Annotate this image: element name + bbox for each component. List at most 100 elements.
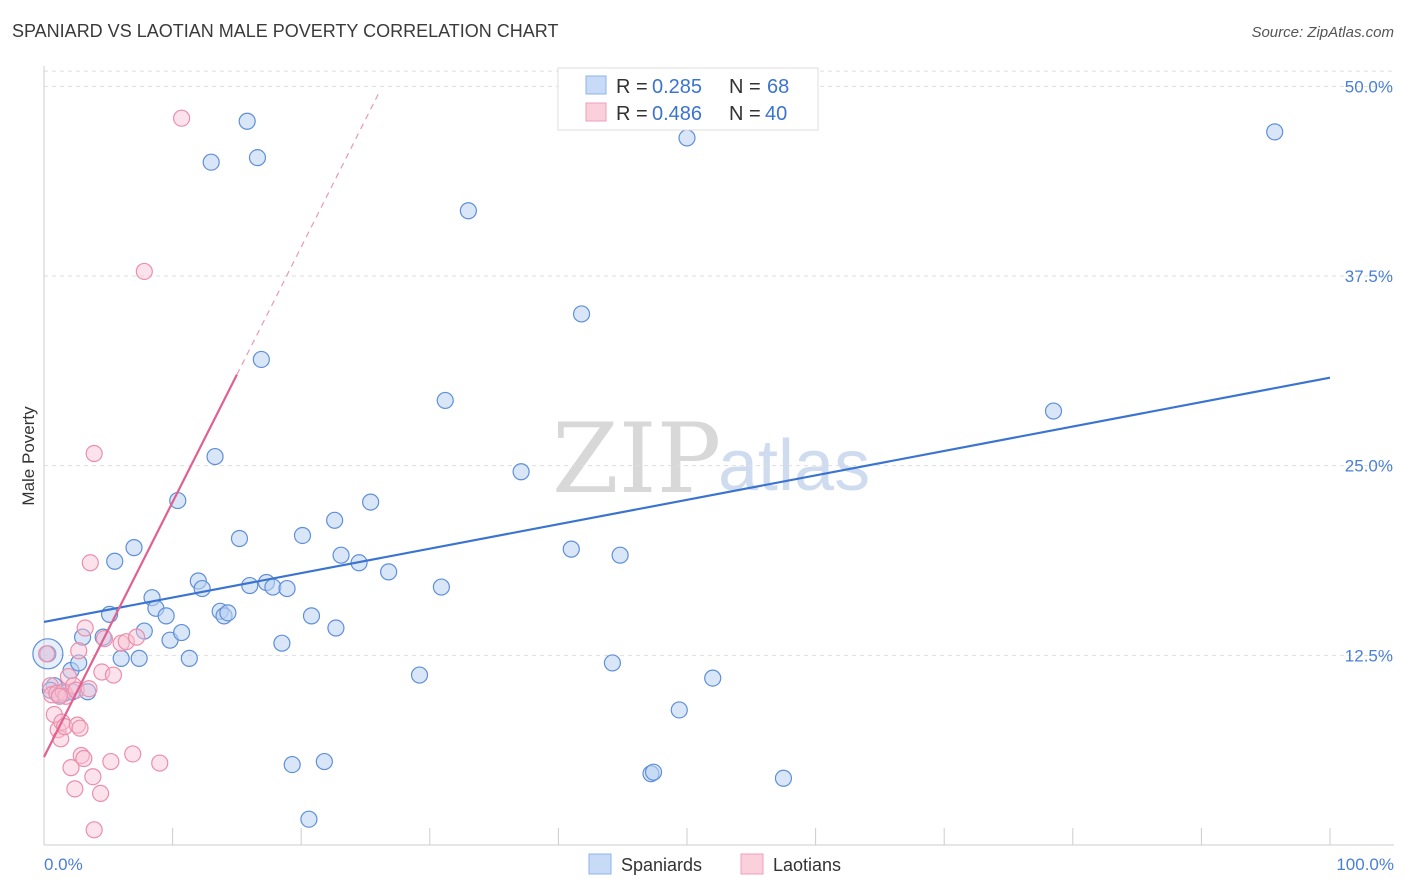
laotians-point xyxy=(102,752,120,771)
spaniards-point xyxy=(315,752,333,771)
x-tick-label-min: 0.0% xyxy=(44,855,83,874)
spaniards-point xyxy=(410,666,429,684)
chart-title: SPANIARD VS LAOTIAN MALE POVERTY CORRELA… xyxy=(12,21,559,41)
legend-r-value-1: 0.285 xyxy=(652,76,702,98)
spaniards-point xyxy=(459,202,477,220)
spaniards-point xyxy=(436,391,454,410)
x-tick-labels: 0.0% 100.0% xyxy=(44,855,1394,874)
laotians-point xyxy=(173,109,191,127)
laotians-point xyxy=(104,666,123,684)
spaniards-point xyxy=(644,763,663,781)
spaniards-trend-line xyxy=(43,376,1331,624)
laotians-point xyxy=(135,262,153,281)
legend-n-value-1: 68 xyxy=(767,76,789,98)
bottom-legend-laotians: Laotians xyxy=(773,855,841,875)
laotians-point xyxy=(48,684,66,702)
laotians-point xyxy=(59,667,78,686)
spaniards-point xyxy=(1266,123,1284,141)
y-axis-label: Male Poverty xyxy=(19,406,38,506)
spaniards-point xyxy=(774,769,793,787)
laotians-point xyxy=(85,821,103,839)
laotians-point xyxy=(72,746,90,765)
spaniards-point xyxy=(112,649,130,667)
bottom-legend: Spaniards Laotians xyxy=(588,853,841,875)
x-tick-label-max: 100.0% xyxy=(1336,855,1394,874)
spaniards-point xyxy=(241,576,259,595)
spaniards-point xyxy=(572,305,591,323)
spaniards-point xyxy=(326,511,344,529)
source-label: Source: ZipAtlas.com xyxy=(1251,24,1394,41)
laotians-trend-line-extension xyxy=(236,93,379,375)
trend-lines xyxy=(43,93,1331,758)
spaniards-point xyxy=(70,654,88,672)
spaniards-point xyxy=(252,350,270,369)
spaniards-point xyxy=(300,810,318,828)
spaniards-point xyxy=(1044,402,1063,420)
watermark-zip: ZIP xyxy=(552,403,721,515)
spaniards-point xyxy=(157,607,175,625)
legend-r-label-2: R = xyxy=(616,103,648,125)
spaniards-point xyxy=(219,604,237,622)
legend-n-label-1: N = xyxy=(729,76,761,98)
laotians-point xyxy=(117,633,135,651)
y-tick-label: 12.5% xyxy=(1345,646,1393,665)
laotians-point xyxy=(85,444,103,463)
legend-r-value-2: 0.486 xyxy=(652,103,702,125)
laotians-point xyxy=(71,719,89,737)
laotians-points xyxy=(37,109,191,839)
spaniards-point xyxy=(273,634,291,652)
spaniards-point xyxy=(603,654,622,672)
spaniards-point xyxy=(106,552,124,570)
laotians-point xyxy=(76,619,94,637)
legend-n-value-2: 40 xyxy=(765,103,787,125)
spaniards-point xyxy=(380,563,398,581)
spaniards-point xyxy=(327,619,345,637)
legend-swatch-spaniards xyxy=(585,75,607,95)
laotians-point xyxy=(62,759,80,777)
spaniards-point xyxy=(125,539,143,557)
legend: R = 0.285 N = 68 R = 0.486 N = 40 xyxy=(557,67,819,131)
laotians-point xyxy=(80,680,98,698)
axes xyxy=(43,66,1394,846)
spaniards-point xyxy=(130,649,148,667)
spaniards-point xyxy=(678,129,696,147)
spaniards-point xyxy=(230,529,249,548)
spaniards-point xyxy=(562,540,580,558)
laotians-point xyxy=(151,754,169,772)
laotians-point xyxy=(68,716,87,734)
legend-n-label-2: N = xyxy=(729,103,761,125)
y-tick-label: 25.0% xyxy=(1345,457,1393,476)
laotians-point xyxy=(124,745,142,763)
laotians-point xyxy=(127,628,146,646)
y-tick-label: 50.0% xyxy=(1345,77,1393,96)
spaniards-point xyxy=(278,579,296,598)
bottom-legend-swatch-laotians xyxy=(740,853,764,875)
bottom-legend-spaniards: Spaniards xyxy=(621,855,702,875)
spaniards-point xyxy=(264,578,282,596)
legend-swatch-laotians xyxy=(585,102,607,122)
spaniards-point xyxy=(332,546,350,564)
spaniards-point xyxy=(611,546,629,564)
spaniards-point xyxy=(432,578,450,596)
laotians-point xyxy=(37,645,56,663)
laotians-trend-line xyxy=(43,374,238,758)
laotians-point xyxy=(84,768,102,786)
spaniards-point xyxy=(362,493,380,511)
laotians-point xyxy=(75,749,93,768)
spaniards-point xyxy=(512,463,530,481)
laotians-point xyxy=(91,784,110,803)
laotians-point xyxy=(70,642,88,660)
spaniards-point xyxy=(173,623,191,642)
spaniards-cluster-point xyxy=(32,638,64,670)
spaniards-point xyxy=(293,526,312,545)
spaniards-point xyxy=(670,701,688,719)
laotians-point xyxy=(50,687,69,705)
spaniards-point xyxy=(248,149,267,167)
spaniards-point xyxy=(704,669,722,687)
laotians-point xyxy=(66,780,84,798)
laotians-point xyxy=(81,554,99,572)
y-tick-label: 37.5% xyxy=(1345,267,1393,286)
spaniards-point xyxy=(302,607,321,625)
spaniards-point xyxy=(206,447,224,466)
